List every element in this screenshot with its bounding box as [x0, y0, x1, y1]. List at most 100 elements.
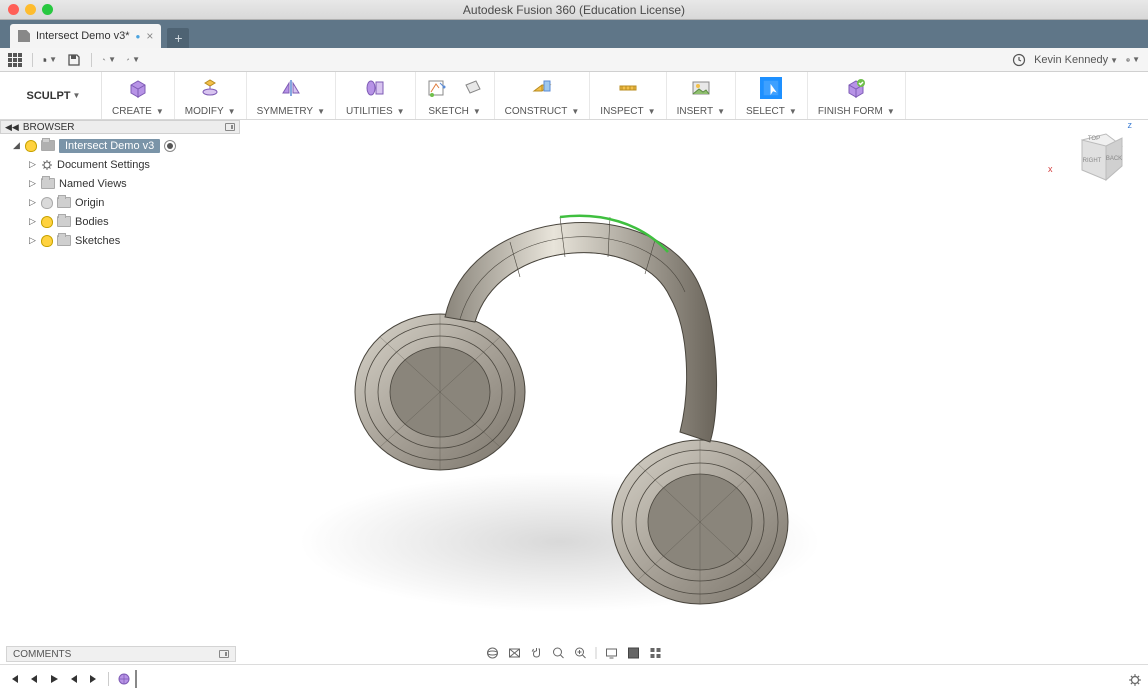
ribbon-label[interactable]: SKETCH▼ [428, 106, 480, 117]
tree-item[interactable]: ▷ Origin [0, 193, 240, 212]
ribbon-label[interactable]: SELECT▼ [746, 106, 797, 117]
new-tab-button[interactable]: + [167, 28, 189, 48]
sketch-create-icon[interactable] [426, 77, 448, 99]
ribbon-label[interactable]: MODIFY▼ [185, 106, 236, 117]
help-button[interactable]: ?▼ [1126, 53, 1140, 67]
ribbon-label[interactable]: SYMMETRY▼ [257, 106, 325, 117]
ribbon-label[interactable]: FINISH FORM▼ [818, 106, 895, 117]
expand-icon[interactable]: ▷ [28, 159, 37, 170]
save-button[interactable] [67, 53, 81, 67]
ribbon-group-select: SELECT▼ [736, 72, 808, 119]
insert-icon[interactable] [690, 77, 712, 99]
orbit-icon[interactable]: ▾ [486, 646, 500, 660]
file-menu-button[interactable]: ▼ [43, 53, 57, 67]
timeline-next-button[interactable] [68, 673, 80, 685]
document-tab-bar: Intersect Demo v3* ● × + [0, 20, 1148, 48]
gear-icon [41, 159, 53, 171]
tree-root[interactable]: ◢ Intersect Demo v3 [0, 136, 240, 155]
tree-item[interactable]: ▷ Named Views [0, 174, 240, 193]
ribbon-group-insert: INSERT▼ [667, 72, 736, 119]
document-icon [18, 30, 30, 42]
expand-icon[interactable]: ▷ [28, 235, 37, 246]
inspect-icon[interactable] [617, 77, 639, 99]
select-icon[interactable] [760, 77, 782, 99]
document-tab[interactable]: Intersect Demo v3* ● × [10, 24, 161, 48]
display-settings-icon[interactable]: ▾ [605, 646, 619, 660]
grid-settings-icon[interactable]: ▾ [627, 646, 641, 660]
tree-item[interactable]: ▷ Sketches [0, 231, 240, 250]
activate-radio[interactable] [164, 140, 176, 152]
ribbon-toolbar: SCULPT▼ CREATE▼ MODIFY▼ SYMMETRY▼ UTILIT… [0, 72, 1148, 120]
timeline-playhead[interactable] [135, 670, 137, 688]
window-title: Autodesk Fusion 360 (Education License) [0, 3, 1148, 17]
browser-title: BROWSER [23, 122, 75, 133]
timeline-start-button[interactable] [8, 673, 20, 685]
ribbon-label[interactable]: UTILITIES▼ [346, 106, 405, 117]
close-tab-button[interactable]: × [146, 29, 153, 43]
document-tab-label: Intersect Demo v3* [36, 30, 130, 42]
tree-item[interactable]: ▷ Document Settings [0, 155, 240, 174]
collapse-chevron-icon[interactable]: ◀◀ [5, 122, 19, 133]
workspace-switcher[interactable]: SCULPT▼ [6, 72, 102, 119]
create-box-icon[interactable] [127, 77, 149, 99]
visibility-bulb-icon[interactable] [41, 197, 53, 209]
ribbon-label[interactable]: INSERT▼ [677, 106, 725, 117]
folder-icon [57, 216, 71, 227]
construct-icon[interactable] [531, 77, 553, 99]
ribbon-label[interactable]: CREATE▼ [112, 106, 164, 117]
visibility-bulb-icon[interactable] [25, 140, 37, 152]
comments-panel-header[interactable]: COMMENTS [6, 646, 236, 662]
timeline-prev-button[interactable] [28, 673, 40, 685]
utilities-icon[interactable] [364, 77, 386, 99]
timeline-end-button[interactable] [88, 673, 100, 685]
symmetry-icon[interactable] [280, 77, 302, 99]
tree-root-label: Intersect Demo v3 [59, 139, 160, 153]
modify-icon[interactable] [199, 77, 221, 99]
tree-item[interactable]: ▷ Bodies [0, 212, 240, 231]
finish-form-icon[interactable] [845, 77, 867, 99]
viewport-layout-icon[interactable]: ▾ [649, 646, 663, 660]
browser-panel-header[interactable]: ◀◀ BROWSER [0, 120, 240, 134]
ribbon-group-inspect: INSPECT▼ [590, 72, 666, 119]
pin-panel-button[interactable] [219, 650, 229, 658]
browser-tree: ◢ Intersect Demo v3 ▷ Document Settings … [0, 136, 240, 250]
expand-icon[interactable]: ◢ [12, 140, 21, 151]
viewcube[interactable]: TOP RIGHT BACK x z [1060, 126, 1130, 196]
expand-icon[interactable]: ▷ [28, 216, 37, 227]
user-menu[interactable]: Kevin Kennedy▼ [1034, 54, 1118, 66]
pan-icon[interactable] [530, 646, 544, 660]
timeline-form-feature-icon[interactable] [117, 672, 131, 686]
data-panel-button[interactable] [8, 53, 22, 67]
look-at-icon[interactable] [508, 646, 522, 660]
svg-text:BACK: BACK [1106, 156, 1122, 162]
ribbon-group-construct: CONSTRUCT▼ [495, 72, 591, 119]
tree-item-label: Document Settings [57, 159, 150, 171]
fit-icon[interactable]: ▾ [574, 646, 588, 660]
svg-text:RIGHT: RIGHT [1083, 158, 1102, 164]
job-status-icon[interactable] [1012, 53, 1026, 67]
pin-panel-button[interactable] [225, 123, 235, 131]
tree-item-label: Origin [75, 197, 104, 209]
expand-icon[interactable]: ▷ [28, 178, 37, 189]
timeline-settings-button[interactable] [1128, 673, 1140, 685]
ribbon-group-sketch: SKETCH▼ [416, 72, 495, 119]
visibility-bulb-icon[interactable] [41, 235, 53, 247]
ribbon-label[interactable]: CONSTRUCT▼ [505, 106, 580, 117]
tree-item-label: Named Views [59, 178, 127, 190]
redo-button[interactable]: ▼ [126, 53, 140, 67]
undo-button[interactable]: ▼ [102, 53, 116, 67]
ribbon-group-create: CREATE▼ [102, 72, 175, 119]
folder-icon [57, 197, 71, 208]
expand-icon[interactable]: ▷ [28, 197, 37, 208]
visibility-bulb-icon[interactable] [41, 216, 53, 228]
ribbon-group-modify: MODIFY▼ [175, 72, 247, 119]
user-name: Kevin Kennedy [1034, 54, 1108, 66]
ribbon-label[interactable]: INSPECT▼ [600, 106, 655, 117]
ribbon-group-symmetry: SYMMETRY▼ [247, 72, 336, 119]
sketch-rect-icon[interactable] [462, 77, 484, 99]
ribbon-group-utilities: UTILITIES▼ [336, 72, 416, 119]
zoom-icon[interactable]: ▾ [552, 646, 566, 660]
quick-access-toolbar: ▼ ▼ ▼ Kevin Kennedy▼ ?▼ [0, 48, 1148, 72]
workspace-label: SCULPT [27, 90, 71, 102]
timeline-play-button[interactable] [48, 673, 60, 685]
